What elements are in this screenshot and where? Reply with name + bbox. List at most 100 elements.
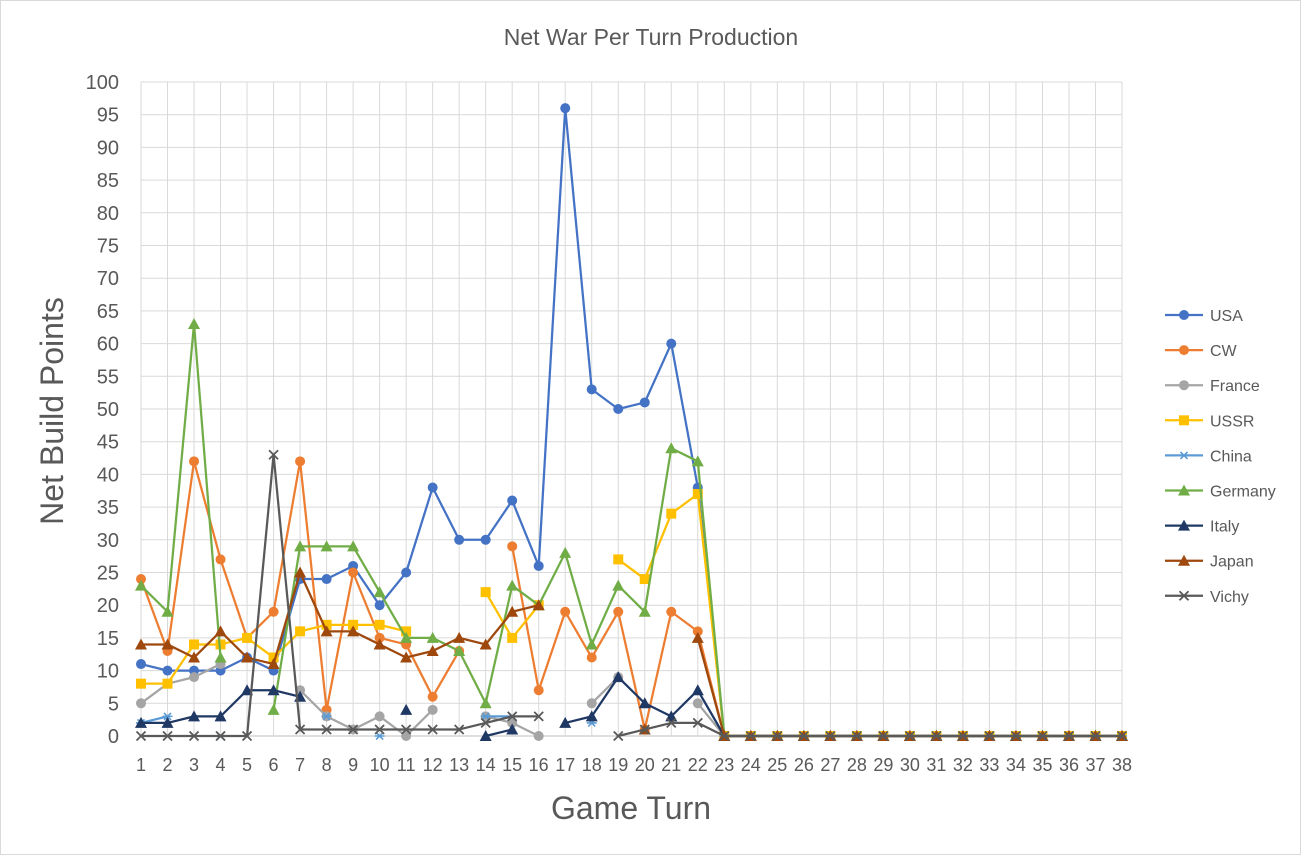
data-point-vichy <box>400 724 412 735</box>
series-line-italy <box>485 728 513 738</box>
data-point-cw <box>533 685 544 696</box>
x-tick-label: 2 <box>163 755 173 775</box>
data-point-italy <box>638 697 651 709</box>
data-point-france <box>401 731 412 741</box>
x-tick-label: 9 <box>348 755 358 775</box>
data-point-germany <box>320 540 333 552</box>
data-point-usa <box>162 665 173 676</box>
legend-marker-japan <box>1178 554 1190 566</box>
data-point-germany <box>373 586 386 598</box>
legend-marker-vichy <box>1178 590 1190 601</box>
data-point-ussr <box>480 587 491 598</box>
data-point-vichy <box>825 730 836 742</box>
data-point-italy <box>559 716 572 728</box>
data-point-italy <box>267 684 280 696</box>
data-point-vichy <box>1010 730 1022 742</box>
x-tick-label: 1 <box>136 755 146 775</box>
data-point-ussr <box>295 626 306 637</box>
data-point-japan <box>532 599 545 611</box>
data-point-vichy <box>1090 730 1101 742</box>
data-point-france <box>533 731 544 741</box>
data-point-japan <box>214 625 227 637</box>
data-point-usa <box>586 384 597 395</box>
data-point-france <box>136 698 146 709</box>
x-tick-label: 35 <box>1032 755 1052 775</box>
data-point-cw <box>215 554 226 565</box>
data-point-italy <box>400 703 413 715</box>
legend-label-cw: CW <box>1210 343 1238 360</box>
data-point-usa <box>321 574 332 585</box>
data-point-germany <box>479 697 492 709</box>
data-point-ussr <box>242 632 253 643</box>
data-point-usa <box>454 534 465 545</box>
data-point-vichy <box>666 717 677 729</box>
y-tick-label: 80 <box>97 203 119 225</box>
data-point-vichy <box>241 730 253 742</box>
data-point-vichy <box>321 724 332 735</box>
data-point-germany <box>267 703 280 715</box>
data-point-ussr <box>613 554 624 565</box>
data-point-germany <box>665 442 678 454</box>
y-tick-label: 55 <box>97 366 119 388</box>
data-point-france <box>507 717 518 728</box>
legend-item-france: France <box>1165 378 1260 395</box>
series-line-vichy <box>617 721 1122 738</box>
data-point-usa <box>560 103 571 114</box>
legend-label-germany: Germany <box>1210 484 1276 501</box>
x-tick-label: 16 <box>529 755 549 775</box>
x-tick-label: 22 <box>688 755 708 775</box>
data-point-ussr <box>507 632 518 643</box>
data-point-cw <box>348 567 359 578</box>
data-point-italy <box>506 723 519 735</box>
data-point-cw <box>560 606 571 617</box>
data-point-italy <box>214 710 227 722</box>
x-tick-label: 27 <box>820 755 840 775</box>
x-tick-label: 17 <box>555 755 575 775</box>
x-tick-label: 3 <box>189 755 199 775</box>
data-point-japan <box>691 631 704 643</box>
data-point-vichy <box>639 724 650 735</box>
x-tick-label: 28 <box>847 755 867 775</box>
data-point-vichy <box>480 717 491 729</box>
x-tick-label: 6 <box>269 755 279 775</box>
series-layer <box>135 103 1128 742</box>
data-point-cw <box>507 541 518 552</box>
x-tick-label: 31 <box>926 755 946 775</box>
y-tick-label: 50 <box>97 399 119 421</box>
data-point-vichy <box>162 730 173 742</box>
y-tick-label: 20 <box>97 595 119 617</box>
data-point-ussr <box>639 574 650 585</box>
data-point-vichy <box>374 724 385 735</box>
legend-marker-germany <box>1178 484 1190 496</box>
data-point-usa <box>427 482 438 493</box>
data-point-vichy <box>772 730 783 742</box>
legend-label-vichy: Vichy <box>1210 589 1249 606</box>
data-point-italy <box>691 684 704 696</box>
legend-label-italy: Italy <box>1210 519 1239 536</box>
data-point-usa <box>639 397 650 408</box>
data-point-germany <box>506 579 519 591</box>
data-point-japan <box>320 625 333 637</box>
data-point-germany <box>559 546 572 558</box>
x-axis-title: Game Turn <box>551 790 711 826</box>
data-point-germany <box>585 638 598 650</box>
y-tick-label: 25 <box>97 563 119 585</box>
series-japan <box>135 566 1128 741</box>
data-point-japan <box>453 631 466 643</box>
series-vichy <box>135 449 1128 742</box>
data-point-japan <box>479 638 492 650</box>
legend: USA CW France USSR China Germany Italy Japan Vic… <box>1165 308 1276 606</box>
y-tick-label: 75 <box>97 236 119 258</box>
x-tick-label: 19 <box>608 755 628 775</box>
x-tick-label: 8 <box>322 755 332 775</box>
y-tick-label: 5 <box>108 693 119 715</box>
y-tick-label: 45 <box>97 432 119 454</box>
legend-item-cw: CW <box>1165 343 1238 360</box>
x-axis-ticks: 1 2 3 4 5 6 7 8 9 10 11 12 13 14 15 16 17 18 19 20 21 22 23 24 2… <box>136 755 1132 775</box>
data-point-vichy <box>613 730 624 742</box>
data-point-vichy <box>215 730 226 742</box>
x-tick-label: 18 <box>582 755 602 775</box>
gridlines <box>140 81 1123 737</box>
data-point-france <box>374 711 385 722</box>
x-tick-label: 15 <box>502 755 522 775</box>
